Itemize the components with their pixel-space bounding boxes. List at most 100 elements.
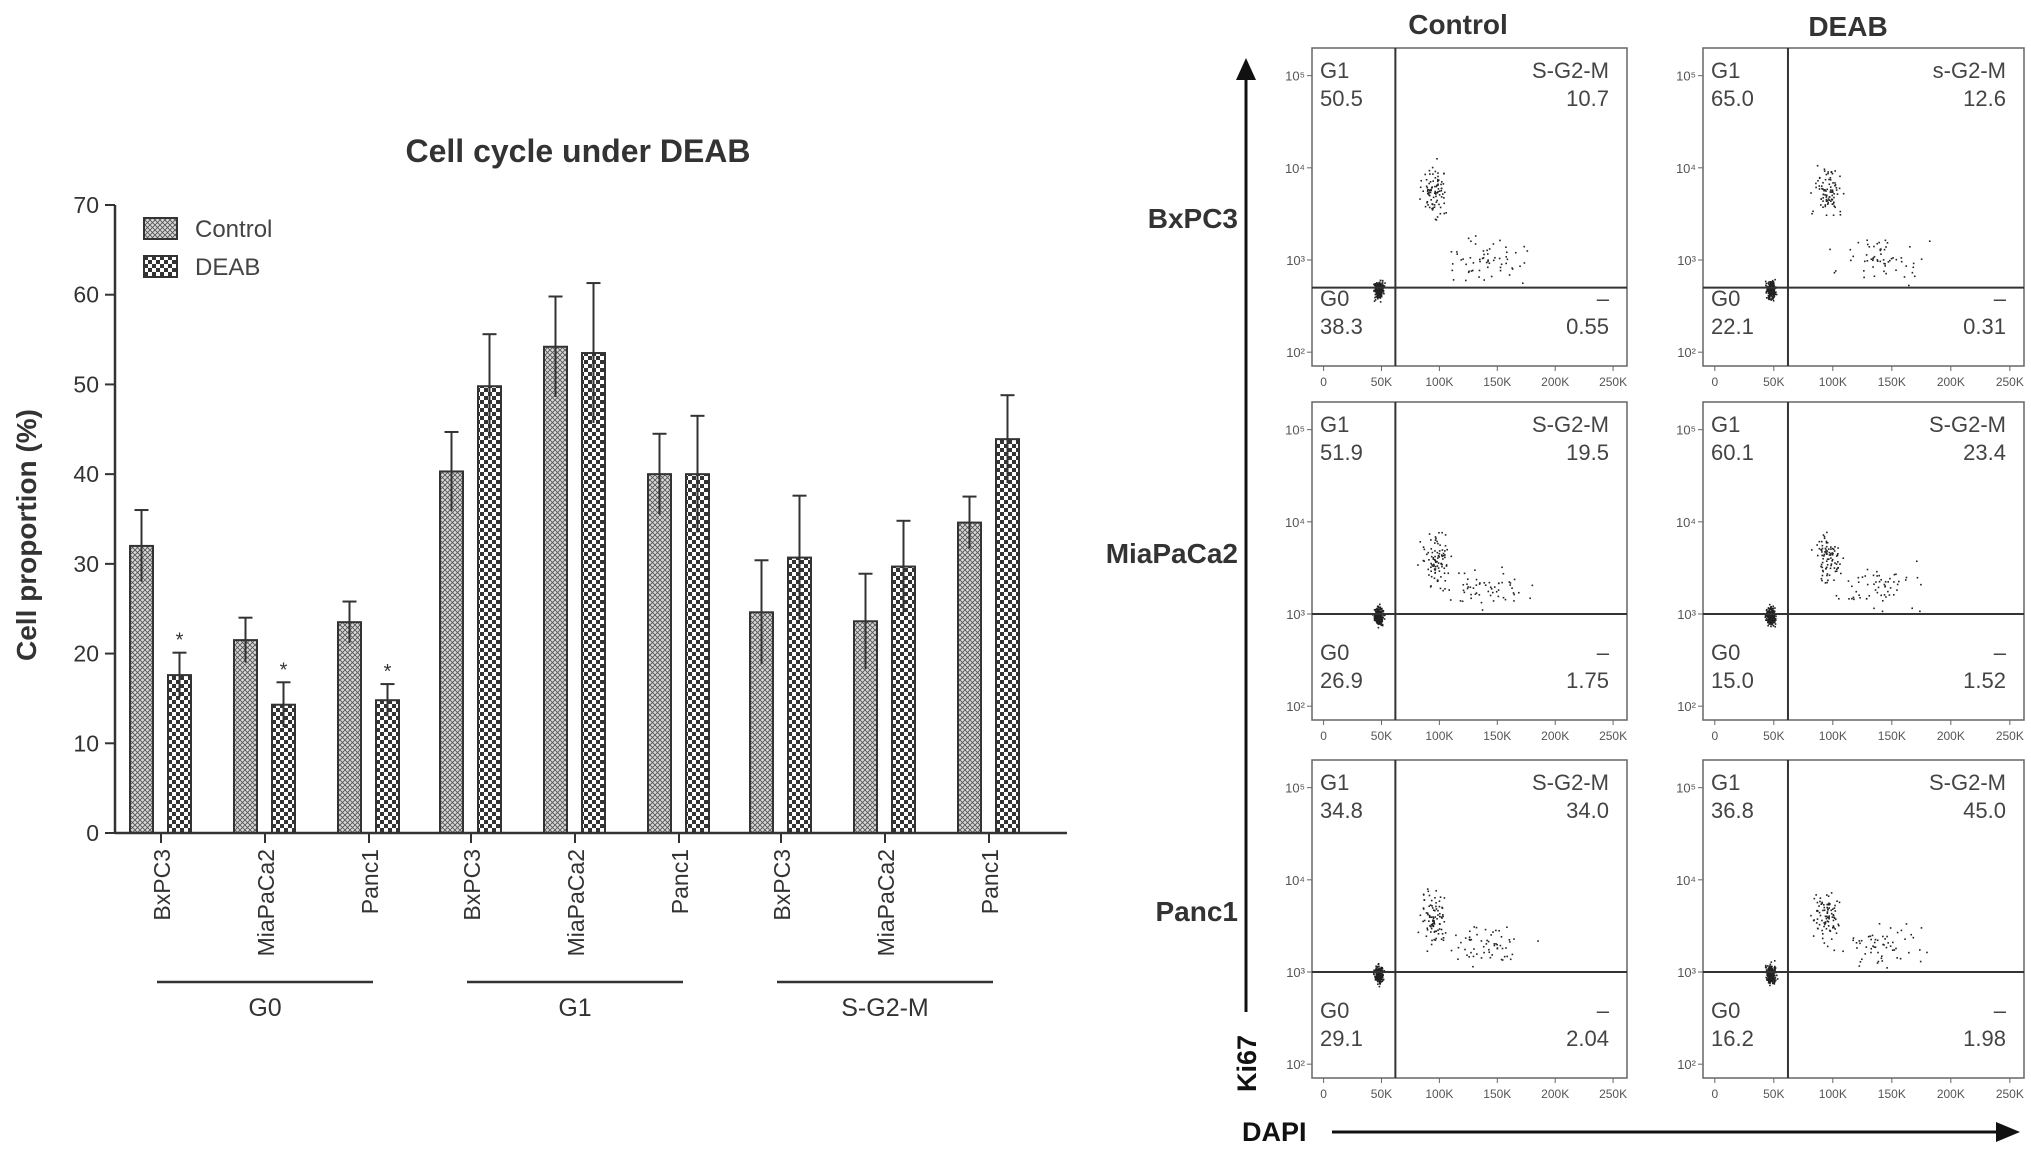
flow-dot [1769, 611, 1772, 613]
flow-dot [1450, 949, 1453, 952]
flow-dot [1430, 924, 1433, 926]
flow-dot [1439, 896, 1442, 898]
flow-dot [1493, 586, 1496, 588]
flow-x-tick-label: 50K [1371, 1087, 1392, 1101]
flow-dot [1434, 561, 1437, 563]
flow-dot [1824, 923, 1826, 926]
flow-dot [1379, 279, 1382, 282]
x-tick-label: MiaPaCa2 [873, 849, 899, 956]
flow-dot [1839, 210, 1842, 213]
flow-panel-frame [1702, 759, 2025, 1079]
flow-dot [1831, 558, 1834, 561]
flow-dot [1866, 568, 1869, 571]
flow-x-tick-label: 200K [1937, 375, 1965, 389]
flow-dot [1852, 596, 1855, 599]
flow-dot [1839, 563, 1841, 565]
flow-dot [1770, 284, 1773, 286]
flow-dot [1436, 184, 1438, 187]
flow-dot [1464, 948, 1466, 951]
flow-dot [1462, 258, 1464, 260]
flow-dot [1829, 903, 1831, 905]
flow-dot [1463, 572, 1466, 575]
flow-dot [1492, 591, 1494, 594]
flow-dot [1423, 560, 1426, 562]
flow-dot [1506, 251, 1508, 254]
flow-dot [1378, 617, 1381, 620]
flow-dot [1827, 579, 1829, 582]
flow-dot [1440, 187, 1443, 190]
flow-dot [1434, 565, 1437, 568]
flow-dot [1381, 620, 1384, 622]
quadrant-value-g0: 16.2 [1711, 1026, 1754, 1051]
flow-dot [1835, 189, 1838, 191]
flow-dot [1457, 946, 1460, 949]
flow-dot [1772, 972, 1775, 975]
flow-dot [1771, 283, 1774, 286]
flow-dot [1829, 191, 1832, 193]
flow-y-tick-label: 10⁴ [1285, 161, 1305, 176]
flow-dot [1816, 164, 1819, 167]
flow-dot [1493, 944, 1496, 947]
flow-dot [1374, 975, 1376, 978]
flow-dot [1833, 916, 1835, 919]
dapi-axis-label: DAPI [1242, 1117, 1307, 1147]
flow-dot [1826, 906, 1828, 909]
flow-dot [1773, 621, 1776, 623]
flow-dot [1377, 617, 1380, 619]
flow-dot [1920, 258, 1923, 261]
flow-dot [1766, 979, 1768, 981]
flow-dot [1463, 591, 1466, 594]
flow-dot [1831, 552, 1833, 554]
flow-dot [1765, 976, 1768, 979]
flow-dot [1470, 270, 1473, 272]
flow-dot [1499, 266, 1502, 269]
flow-dot [1771, 965, 1773, 968]
flow-dot [1379, 603, 1381, 606]
flow-dot [1770, 285, 1773, 288]
flow-dot [1430, 548, 1433, 550]
flow-dot [1768, 978, 1771, 981]
flow-x-tick-label: 250K [1599, 729, 1627, 743]
flow-dot [1895, 947, 1897, 950]
flow-dot [1895, 269, 1897, 272]
flow-dot [1435, 930, 1438, 932]
flow-dot [1380, 622, 1382, 624]
flow-y-tick-label: 10² [1286, 699, 1305, 714]
flow-dot [1826, 573, 1829, 575]
flow-dot [1377, 283, 1380, 286]
flow-dot [1519, 265, 1521, 268]
quadrant-label-sg2m: S-G2-M [1532, 412, 1609, 437]
flow-dot [1772, 969, 1775, 971]
flow-dot [1424, 173, 1427, 176]
flow-dot [1765, 290, 1768, 293]
bar-control [543, 345, 568, 834]
flow-dot [1526, 250, 1529, 252]
flow-dot [1884, 938, 1886, 940]
flow-dot [1767, 967, 1770, 970]
flow-dot [1467, 271, 1470, 274]
flow-dot [1837, 547, 1839, 549]
flow-dot [1823, 555, 1825, 557]
flow-dot [1884, 263, 1886, 265]
flow-dot [1376, 976, 1379, 978]
flow-dot [1772, 612, 1774, 614]
flow-dot [1382, 979, 1384, 981]
flow-dot [1919, 610, 1921, 613]
flow-dot [1379, 973, 1381, 975]
flow-dot [1839, 175, 1841, 178]
flow-dot [1773, 289, 1775, 292]
flow-dot [1442, 937, 1445, 939]
flow-dot [1440, 928, 1443, 931]
flow-dot [1380, 966, 1383, 969]
flow-dot [1830, 200, 1832, 203]
flow-dot [1483, 951, 1485, 954]
flow-dot [1377, 966, 1379, 968]
flow-dot [1826, 553, 1828, 556]
flow-dot [1440, 916, 1443, 918]
flow-dot [1765, 964, 1767, 967]
flow-panel-frame [1311, 47, 1628, 367]
flow-dot [1905, 576, 1908, 579]
flow-dot [1819, 900, 1821, 903]
x-tick-label: Panc1 [357, 849, 383, 914]
flow-dot [1381, 284, 1384, 286]
